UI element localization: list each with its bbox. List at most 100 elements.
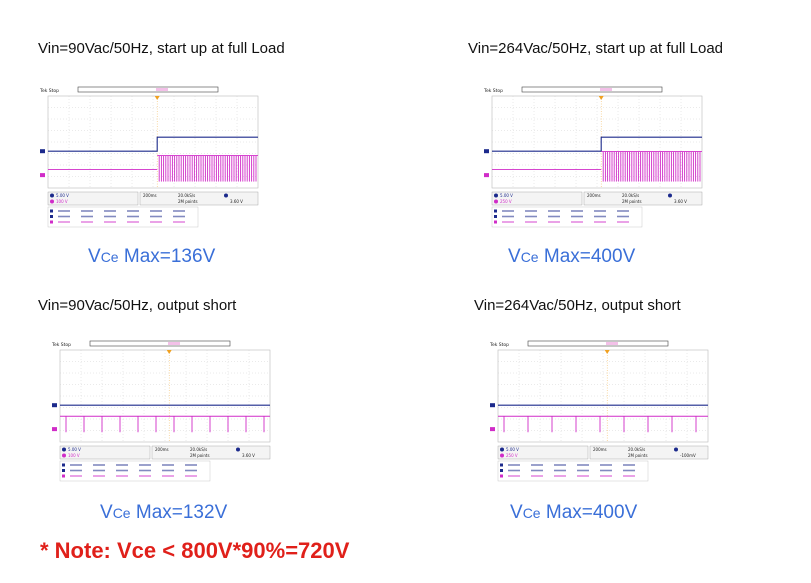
measurement-cell	[525, 221, 537, 223]
trigger-marker	[154, 96, 160, 100]
measurement-cell	[150, 210, 162, 212]
measurement-cell	[571, 215, 583, 218]
measurement-cell	[623, 475, 635, 477]
vce-value: Max=132V	[130, 502, 228, 523]
measurement-cell	[70, 469, 82, 472]
measurement-cell	[162, 464, 174, 466]
panel-2-oscilloscope: Tek Stop 5.00 V 250 V 200ms 20.0kS/s 2M point…	[482, 86, 708, 236]
measurement-cell	[571, 210, 583, 212]
ch1-scale: 5.00 V	[500, 193, 513, 198]
measurement-row-badge	[62, 463, 65, 467]
measurement-cell	[58, 221, 70, 223]
measurement-cell	[525, 210, 537, 212]
ch2-marker	[490, 427, 495, 432]
panel-4-title: Vin=264Vac/50Hz, output short	[474, 297, 681, 314]
measurement-cell	[70, 464, 82, 466]
ch2-marker	[40, 173, 45, 178]
measurement-cell	[185, 475, 197, 477]
measurement-cell	[185, 469, 197, 472]
measurement-cell	[93, 464, 105, 466]
measurement-cell	[594, 221, 606, 223]
measurement-cell	[623, 464, 635, 466]
measurement-row-badge	[500, 463, 503, 467]
measurement-cell	[127, 210, 139, 212]
ch1-waveform	[48, 136, 258, 152]
measurement-cell	[139, 464, 151, 466]
trigger-source-badge	[236, 447, 240, 452]
ch2-scale: 250 V	[506, 453, 518, 458]
panel-1-oscilloscope: Tek Stop 5.00 V 100 V 200ms 20.0kS/s 2M point…	[38, 86, 264, 236]
record-window	[156, 88, 168, 91]
measurement-cell	[104, 215, 116, 218]
scope-brand-label: Tek Stop	[489, 342, 509, 348]
vce-sub: Ce	[522, 505, 541, 521]
measurement-cell	[70, 475, 82, 477]
measurement-cell	[116, 469, 128, 472]
measurement-cell	[571, 221, 583, 223]
measurement-cell	[525, 215, 537, 218]
vce-value: Max=136V	[118, 246, 216, 267]
measurement-cell	[617, 215, 629, 218]
channel-scale-box	[491, 191, 583, 206]
channel-scale-box	[59, 445, 151, 460]
measurement-cell	[93, 475, 105, 477]
measurement-row-badge	[500, 469, 503, 472]
ch1-badge	[494, 193, 498, 198]
vce-value: Max=400V	[540, 502, 638, 523]
ch1-scale: 5.00 V	[506, 447, 519, 452]
measurement-cell	[617, 221, 629, 223]
measurement-cell	[531, 464, 543, 466]
measurement-cell	[104, 221, 116, 223]
measurement-cell	[600, 475, 612, 477]
measurement-cell	[139, 469, 151, 472]
record-window	[600, 88, 612, 91]
vce-sub: Ce	[112, 505, 131, 521]
measurement-cell	[139, 475, 151, 477]
measurement-cell	[508, 464, 520, 466]
measurement-cell	[577, 475, 589, 477]
measurement-row-badge	[500, 474, 503, 478]
record-bar	[521, 86, 663, 93]
measurement-cell	[162, 469, 174, 472]
measurement-row-badge	[494, 220, 497, 224]
scope-brand-label: Tek Stop	[39, 88, 59, 94]
panel-3-title: Vin=90Vac/50Hz, output short	[38, 297, 237, 314]
measurement-cell	[594, 210, 606, 212]
scope-brand-label: Tek Stop	[483, 88, 503, 94]
timebase-box	[151, 445, 271, 460]
ch2-hiccup-pulses	[503, 416, 697, 433]
ch1-marker	[490, 403, 495, 408]
measurement-cell	[150, 221, 162, 223]
ch2-scale: 100 V	[56, 199, 68, 204]
timebase: 200ms	[593, 447, 607, 452]
measurement-row-badge	[50, 220, 53, 224]
sample-rate: 20.0kS/s	[178, 193, 195, 198]
measurement-cell	[502, 215, 514, 218]
trigger-source-badge	[224, 193, 228, 198]
measurement-cell	[554, 464, 566, 466]
ch1-scale: 5.00 V	[68, 447, 81, 452]
measurement-cell	[531, 469, 543, 472]
trigger-marker	[166, 350, 172, 354]
vce-value: Max=400V	[538, 246, 636, 267]
panel-3-vce-label: VCe Max=132V	[100, 502, 227, 524]
measurement-cell	[93, 469, 105, 472]
measurement-cell	[173, 210, 185, 212]
trigger-level: -100mV	[680, 453, 696, 458]
measurement-cell	[577, 469, 589, 472]
panel-1-title: Vin=90Vac/50Hz, start up at full Load	[38, 40, 285, 57]
ch2-scale: 100 V	[68, 453, 80, 458]
vce-sub: Ce	[100, 249, 119, 265]
panel-4-vce-label: VCe Max=400V	[510, 502, 637, 524]
measurement-cell	[502, 221, 514, 223]
panel-3-oscilloscope: Tek Stop 5.00 V 100 V 200ms 20.0kS/s 2M point…	[50, 340, 276, 490]
timebase: 200ms	[155, 447, 169, 452]
vce-prefix: V	[100, 502, 113, 523]
vce-limit-note: * Note: Vce < 800V*90%=720V	[40, 538, 350, 563]
measurement-cell	[508, 475, 520, 477]
sample-rate: 20.0kS/s	[190, 447, 207, 452]
record-bar	[527, 340, 669, 347]
